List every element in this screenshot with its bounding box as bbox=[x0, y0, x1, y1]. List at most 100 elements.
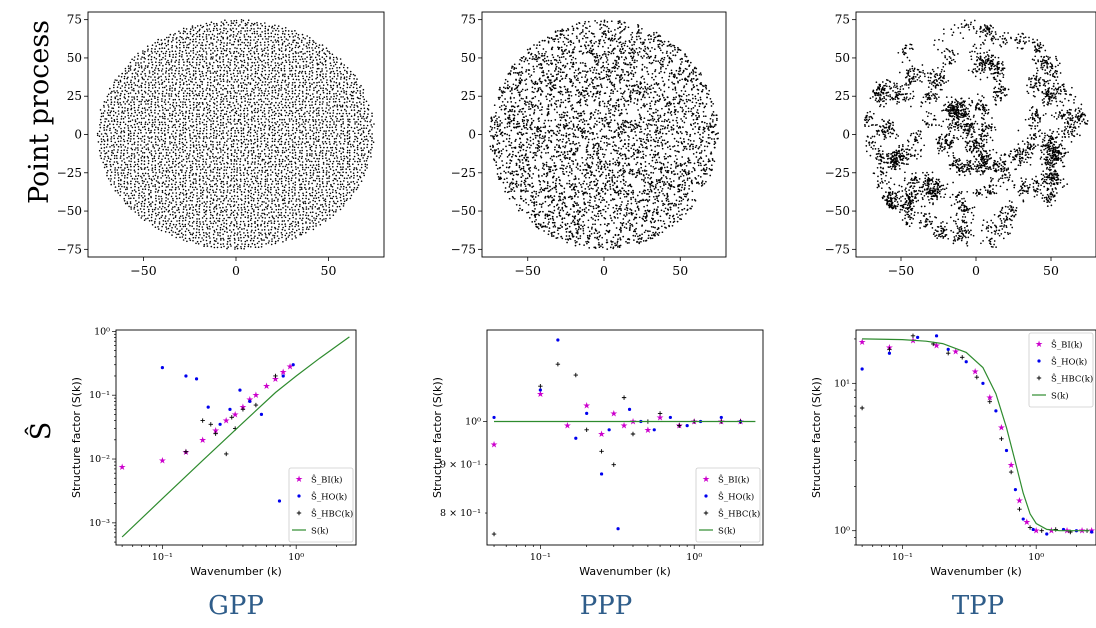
point bbox=[160, 208, 163, 210]
point bbox=[305, 177, 307, 180]
point bbox=[333, 157, 336, 160]
point bbox=[191, 191, 193, 194]
point bbox=[126, 177, 129, 179]
point bbox=[113, 101, 116, 103]
point bbox=[271, 131, 273, 134]
point bbox=[220, 191, 222, 193]
point bbox=[250, 225, 253, 228]
point bbox=[158, 152, 161, 155]
point bbox=[314, 194, 317, 197]
point bbox=[176, 209, 178, 212]
point bbox=[318, 81, 320, 83]
point bbox=[272, 111, 274, 114]
point bbox=[171, 46, 173, 49]
point bbox=[318, 44, 321, 46]
point bbox=[359, 175, 361, 178]
point bbox=[230, 97, 232, 99]
point bbox=[205, 74, 207, 77]
point bbox=[119, 102, 121, 104]
point bbox=[224, 209, 226, 212]
point bbox=[145, 132, 147, 134]
point bbox=[277, 186, 279, 189]
point bbox=[116, 101, 119, 103]
point bbox=[223, 141, 226, 144]
point bbox=[295, 237, 297, 239]
point bbox=[243, 117, 246, 120]
point bbox=[251, 154, 253, 156]
point bbox=[298, 124, 301, 126]
point bbox=[181, 73, 183, 75]
point bbox=[304, 142, 306, 145]
point bbox=[102, 115, 104, 117]
point bbox=[305, 172, 308, 174]
point bbox=[278, 223, 280, 225]
point bbox=[140, 175, 142, 178]
point bbox=[158, 217, 161, 220]
point bbox=[282, 73, 284, 76]
point bbox=[340, 126, 343, 128]
point bbox=[350, 146, 352, 148]
point bbox=[222, 36, 224, 39]
point bbox=[202, 180, 204, 182]
point bbox=[222, 93, 224, 95]
point bbox=[253, 115, 256, 117]
point bbox=[205, 72, 208, 74]
point bbox=[202, 221, 204, 223]
point bbox=[350, 84, 352, 87]
point bbox=[147, 103, 149, 105]
point bbox=[191, 65, 193, 67]
point bbox=[135, 200, 137, 202]
point bbox=[297, 46, 300, 49]
point bbox=[139, 129, 142, 132]
point bbox=[253, 169, 255, 171]
point bbox=[212, 56, 214, 58]
point bbox=[322, 101, 324, 103]
point bbox=[275, 209, 278, 211]
point bbox=[254, 229, 257, 232]
point bbox=[353, 183, 356, 185]
point bbox=[337, 183, 339, 186]
point bbox=[129, 201, 132, 203]
point bbox=[282, 74, 284, 77]
point bbox=[222, 206, 224, 209]
point bbox=[131, 96, 133, 98]
point bbox=[186, 214, 188, 216]
point bbox=[195, 120, 197, 123]
point bbox=[227, 157, 229, 159]
point bbox=[171, 208, 173, 210]
point bbox=[322, 143, 325, 145]
point bbox=[275, 179, 277, 182]
point bbox=[287, 192, 290, 195]
point bbox=[283, 214, 286, 217]
point bbox=[253, 151, 255, 154]
point bbox=[246, 134, 249, 136]
point bbox=[227, 235, 229, 237]
point bbox=[328, 165, 331, 168]
point bbox=[333, 72, 336, 75]
point bbox=[309, 94, 312, 97]
point bbox=[143, 219, 146, 221]
point bbox=[179, 106, 182, 108]
point bbox=[251, 65, 254, 67]
point bbox=[366, 107, 369, 110]
point bbox=[182, 58, 184, 61]
point bbox=[208, 225, 211, 228]
point bbox=[220, 52, 222, 55]
point bbox=[247, 62, 249, 64]
point bbox=[355, 188, 358, 191]
point bbox=[105, 152, 108, 154]
point bbox=[113, 84, 115, 86]
point bbox=[301, 106, 303, 109]
point bbox=[337, 171, 339, 173]
point bbox=[261, 111, 264, 114]
point bbox=[294, 189, 296, 191]
point bbox=[175, 215, 177, 217]
point bbox=[151, 169, 153, 171]
point bbox=[260, 129, 262, 132]
point bbox=[215, 205, 217, 208]
point bbox=[172, 130, 174, 133]
point bbox=[185, 209, 188, 211]
point bbox=[267, 242, 270, 244]
point bbox=[301, 58, 304, 60]
point bbox=[181, 148, 184, 151]
